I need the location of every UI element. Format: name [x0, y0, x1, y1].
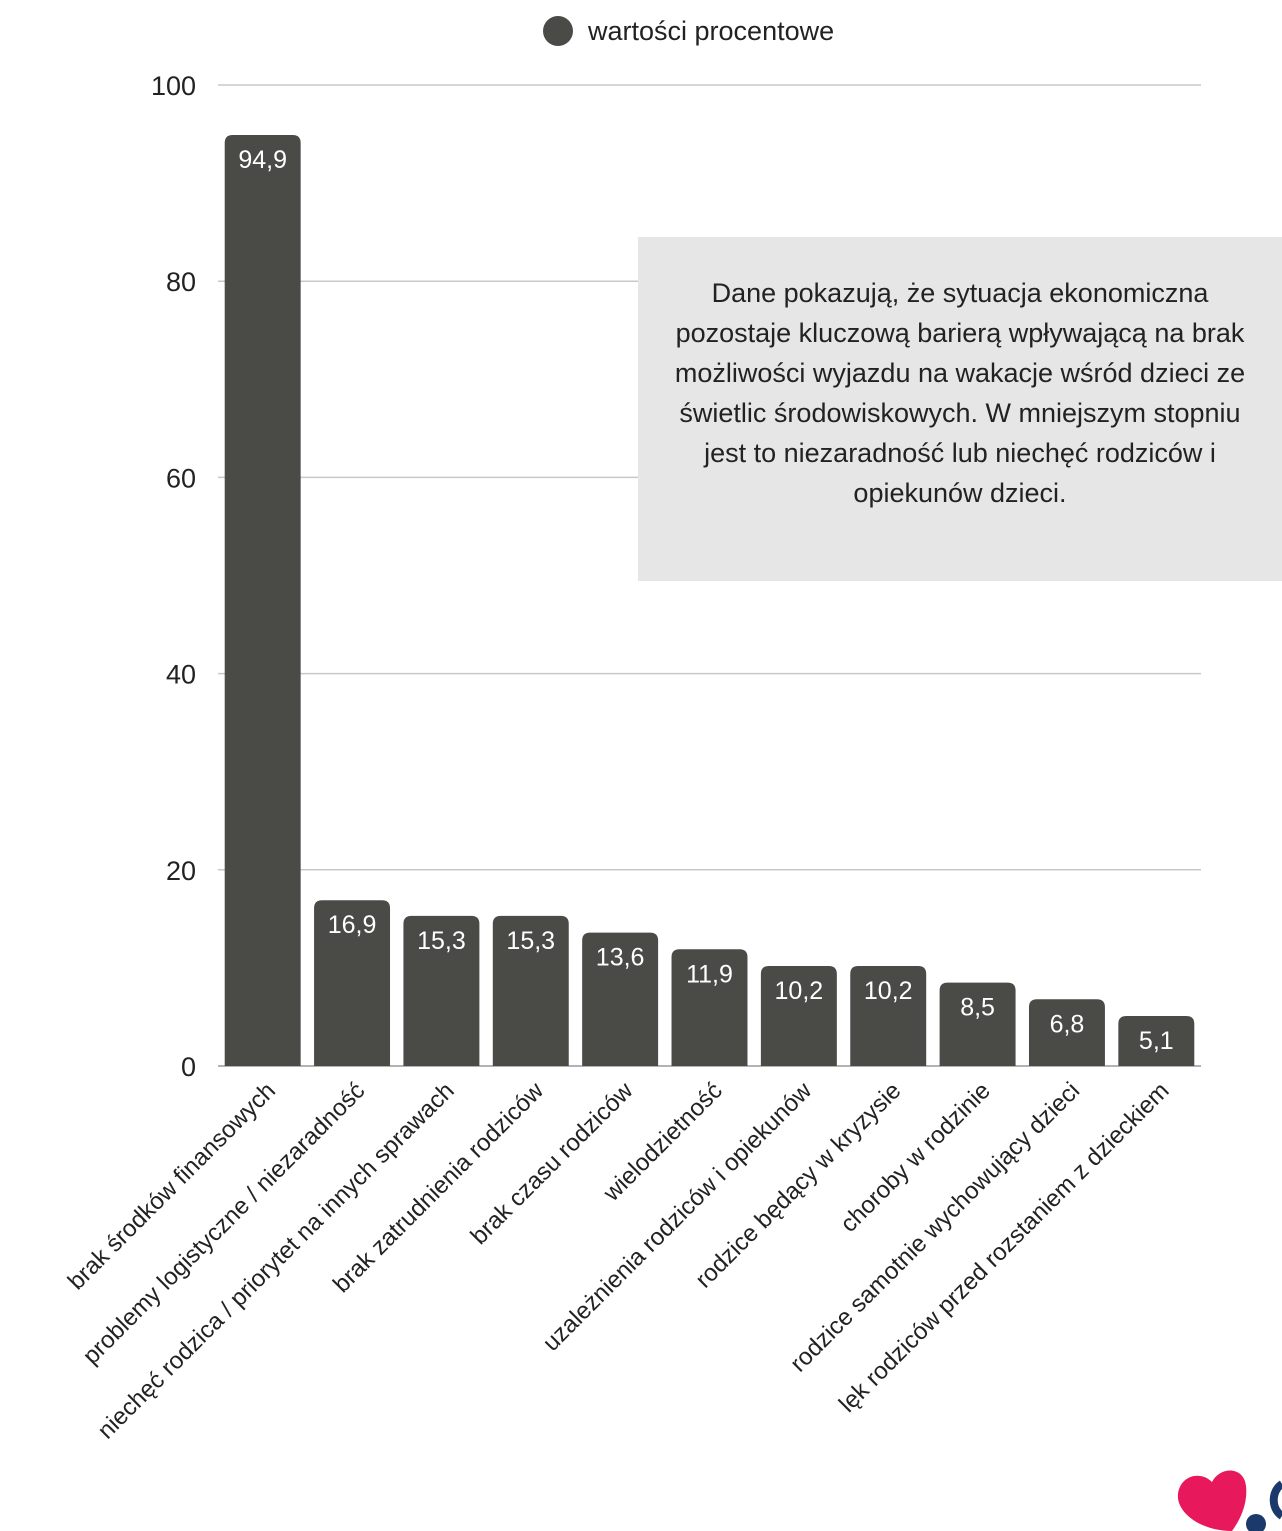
data-labels: 94,9 16,9 15,3 15,3 13,6 11,9 10,2 10,2 8,5 6,8 5,…	[238, 146, 1173, 1055]
logo-dot-icon	[1246, 1514, 1266, 1531]
bar	[582, 932, 659, 1066]
bar	[850, 965, 927, 1066]
y-tick-label: 40	[166, 660, 196, 690]
bar	[939, 982, 1016, 1066]
x-tick-label: niechęć rodzica / priorytet na innych sp…	[92, 1077, 459, 1444]
x-tick-label: lęk rodziców przed rozstaniem z dzieckie…	[834, 1077, 1175, 1418]
bar	[760, 965, 837, 1066]
data-label: 13,6	[596, 944, 645, 972]
y-tick-label: 100	[151, 71, 196, 101]
bar	[1028, 999, 1105, 1066]
legend-swatch	[543, 16, 573, 46]
bars	[224, 135, 1195, 1066]
bar	[671, 949, 748, 1066]
data-label: 15,3	[417, 927, 466, 955]
bar	[224, 135, 301, 1066]
data-label: 15,3	[506, 927, 555, 955]
bar	[403, 915, 480, 1066]
heart-icon	[1177, 1470, 1247, 1531]
y-tick-label: 0	[181, 1052, 196, 1082]
y-tick-label: 60	[166, 463, 196, 493]
bar	[314, 900, 391, 1066]
logo-arc-icon	[1269, 1480, 1282, 1520]
data-label: 16,9	[328, 911, 377, 939]
data-label: 10,2	[775, 977, 824, 1005]
data-label: 8,5	[960, 994, 995, 1022]
legend-label: wartości procentowe	[587, 16, 834, 46]
chart-legend: wartości procentowe	[543, 16, 834, 46]
data-label: 6,8	[1050, 1010, 1085, 1038]
data-label: 5,1	[1139, 1027, 1174, 1055]
annotation-box: Dane pokazują, że sytuacja ekonomiczna p…	[638, 237, 1282, 581]
data-label: 10,2	[864, 977, 913, 1005]
bar	[492, 915, 569, 1066]
y-tick-label: 20	[166, 856, 196, 886]
data-label: 94,9	[238, 146, 287, 174]
y-axis: 0 20 40 60 80 100	[151, 71, 196, 1082]
x-tick-label: brak czasu rodziców	[466, 1077, 639, 1250]
logo	[1177, 1470, 1282, 1531]
y-tick-label: 80	[166, 267, 196, 297]
annotation-text: Dane pokazują, że sytuacja ekonomiczna p…	[674, 278, 1246, 508]
x-tick-label: choroby w rodzinie	[835, 1077, 996, 1238]
data-label: 11,9	[686, 960, 733, 988]
bar	[1118, 1015, 1195, 1066]
